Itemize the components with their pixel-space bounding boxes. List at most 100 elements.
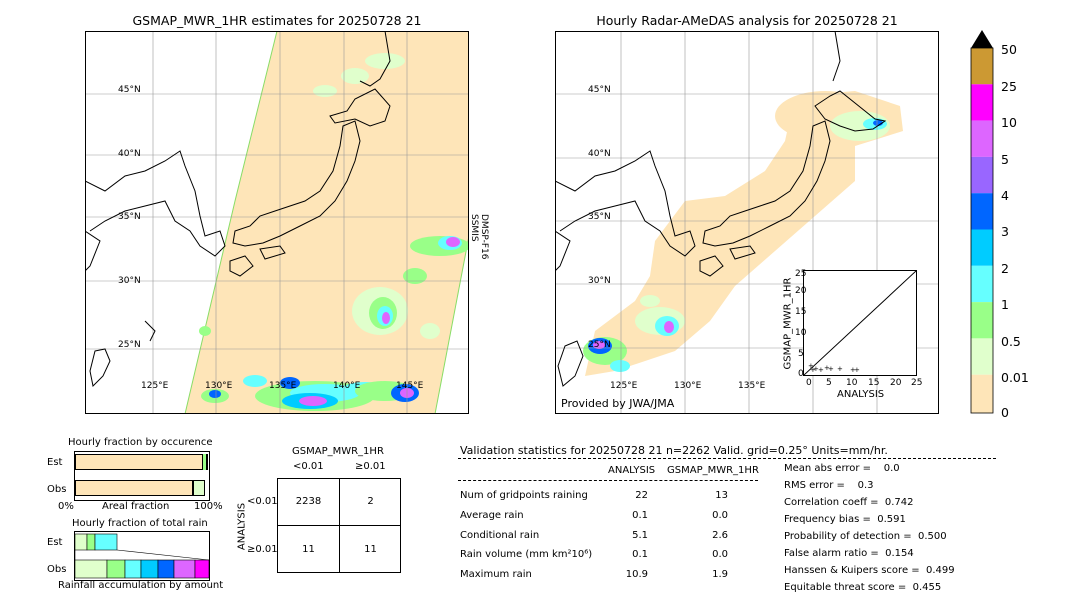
validation-row-label: Rain volume (mm km²10⁶) <box>460 549 593 560</box>
left-lon-145: 145°E <box>396 381 424 391</box>
validation-row-gsmap: 1.9 <box>712 569 728 580</box>
svg-text:+: + <box>854 366 860 374</box>
right-lat-40: 40°N <box>588 149 611 159</box>
left-lon-135: 135°E <box>269 381 297 391</box>
validation-title: Validation statistics for 20250728 21 n=… <box>460 444 888 457</box>
left-lat-30: 30°N <box>118 276 141 286</box>
colorbar-tick-50: 50 <box>1001 42 1017 57</box>
left-coastlines <box>85 31 391 388</box>
occurrence-obs-bar <box>75 480 193 496</box>
colorbar-tick-1: 1 <box>1001 297 1009 312</box>
score-rmse: RMS error = 0.3 <box>784 480 874 491</box>
left-map-title: GSMAP_MWR_1HR estimates for 20250728 21 <box>132 13 422 28</box>
validation-row-label: Num of gridpoints raining <box>460 490 588 501</box>
contingency-cell-a: 2238 <box>295 496 322 507</box>
contingency-row-lt: <0.01 <box>247 496 278 507</box>
inset-xtick-5: 5 <box>826 378 832 388</box>
occurrence-est-bar <box>75 454 203 470</box>
colorbar-tick-25: 25 <box>1001 79 1017 94</box>
right-lat-45: 45°N <box>588 85 611 95</box>
right-lat-35: 35°N <box>588 212 611 222</box>
validation-row-analysis: 5.1 <box>632 530 648 541</box>
occurrence-obs-label: Obs <box>47 484 67 495</box>
validation-row-analysis: 10.9 <box>625 569 648 580</box>
occurrence-obs-rain <box>193 480 205 496</box>
left-lat-45: 45°N <box>118 85 141 95</box>
left-lat-40: 40°N <box>118 149 141 159</box>
inset-xtick-0: 0 <box>806 378 812 388</box>
left-lat-25: 25°N <box>118 340 141 350</box>
svg-text:+: + <box>808 362 814 370</box>
colorbar-tick-0.5: 0.5 <box>1001 334 1021 349</box>
right-map-credit: Provided by JWA/JMA <box>561 397 675 410</box>
total-rain-title: Hourly fraction of total rain <box>72 518 208 529</box>
svg-text:+: + <box>824 364 830 372</box>
total-rain-caption: Rainfall accumulation by amount <box>58 580 224 591</box>
occurrence-axis-mid: Areal fraction <box>102 501 170 512</box>
inset-ytick-15: 15 <box>795 307 807 317</box>
contingency-cell-d: 11 <box>364 544 377 555</box>
contingency-header: GSMAP_MWR_1HR <box>292 446 384 457</box>
validation-row-analysis: 22 <box>635 490 648 501</box>
inset-ytick-10: 10 <box>795 328 807 338</box>
inset-xlabel: ANALYSIS <box>837 389 885 400</box>
right-map-title: Hourly Radar-AMeDAS analysis for 2025072… <box>596 13 898 28</box>
right-coastlines <box>555 31 887 387</box>
validation-col-gsmap: GSMAP_MWR_1HR <box>667 465 759 476</box>
colorbar-tick-0.01: 0.01 <box>1001 370 1029 385</box>
score-ets: Equitable threat score = 0.455 <box>784 582 942 593</box>
total-rain-obs-label: Obs <box>47 564 67 575</box>
validation-row-label: Average rain <box>460 510 524 521</box>
left-rain-areas <box>199 53 469 411</box>
svg-text:+: + <box>818 366 824 374</box>
colorbar-tick-10: 10 <box>1001 115 1017 130</box>
svg-text:+: + <box>850 366 856 374</box>
inset-xtick-10: 10 <box>846 378 858 388</box>
svg-text:+: + <box>810 366 816 374</box>
colorbar-tick-4: 4 <box>1001 188 1009 203</box>
left-lat-35: 35°N <box>118 212 141 222</box>
score-correlation: Correlation coeff = 0.742 <box>784 497 914 508</box>
occurrence-est-label: Est <box>47 457 63 468</box>
inset-xtick-15: 15 <box>868 378 880 388</box>
left-map <box>85 31 469 414</box>
validation-row-analysis: 0.1 <box>632 549 648 560</box>
inset-xtick-20: 20 <box>890 378 902 388</box>
validation-subdivider <box>458 480 758 481</box>
validation-col-analysis: ANALYSIS <box>608 465 656 476</box>
validation-row-gsmap: 0.0 <box>712 510 728 521</box>
colorbar-tick-2: 2 <box>1001 261 1009 276</box>
svg-text:+: + <box>813 365 819 373</box>
validation-row-gsmap: 2.6 <box>712 530 728 541</box>
score-hk: Hanssen & Kuipers score = 0.499 <box>784 565 955 576</box>
contingency-col-lt: <0.01 <box>293 461 324 472</box>
left-sensor-label: DMSP-F16 SSMIS <box>469 214 489 260</box>
score-pod: Probability of detection = 0.500 <box>784 531 947 542</box>
total-rain-chart <box>74 531 210 581</box>
left-lon-140: 140°E <box>333 381 361 391</box>
validation-row-label: Maximum rain <box>460 569 532 580</box>
svg-text:+: + <box>828 365 834 373</box>
occurrence-title: Hourly fraction by occurence <box>68 437 213 448</box>
contingency-cell-c: 11 <box>302 544 315 555</box>
validation-row-gsmap: 13 <box>715 490 728 501</box>
colorbar-tick-5: 5 <box>1001 152 1009 167</box>
svg-text:+: + <box>837 365 843 373</box>
left-lon-125: 125°E <box>141 381 169 391</box>
score-frequency-bias: Frequency bias = 0.591 <box>784 514 906 525</box>
inset-ytick-0: 0 <box>798 369 804 379</box>
left-lon-130: 130°E <box>205 381 233 391</box>
right-lon-125: 125°E <box>610 381 638 391</box>
right-coverage <box>585 91 903 376</box>
contingency-col-ge: ≥0.01 <box>355 461 386 472</box>
score-mae: Mean abs error = 0.0 <box>784 463 900 474</box>
occurrence-est-edge <box>206 454 208 470</box>
validation-divider <box>458 458 996 459</box>
occurrence-chart <box>74 451 210 501</box>
score-far: False alarm ratio = 0.154 <box>784 548 914 559</box>
contingency-table: 2238 2 11 11 <box>277 478 401 573</box>
occurrence-axis-right: 100% <box>194 501 223 512</box>
total-rain-est-label: Est <box>47 537 63 548</box>
inset-ytick-5: 5 <box>798 349 804 359</box>
colorbar-tick-3: 3 <box>1001 224 1009 239</box>
